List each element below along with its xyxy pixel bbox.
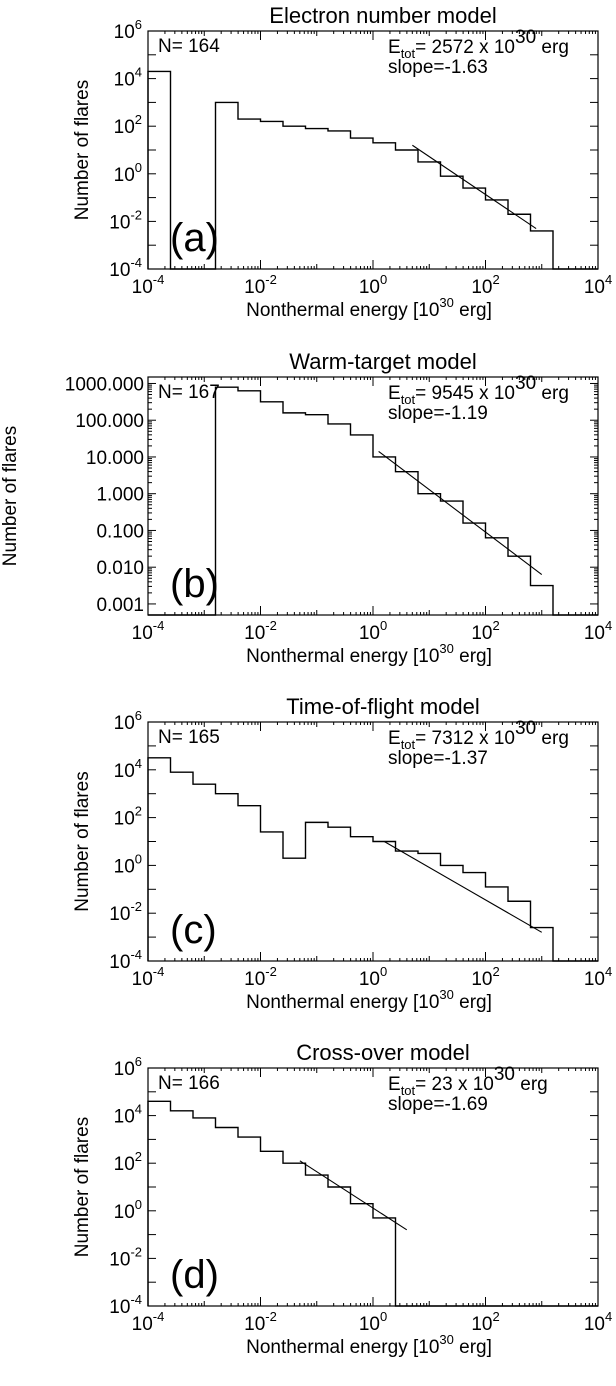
y-tick-label: 0.100: [96, 521, 144, 542]
panel-d: Cross-over model 10-4 10-2 100 102 104 10-4 10-…: [72, 1040, 612, 1358]
chart-title: Electron number model: [269, 3, 496, 28]
histogram-series: [148, 386, 598, 616]
y-tick-label: 102: [114, 804, 142, 830]
y-tick-label: 0.010: [96, 558, 144, 579]
y-axis-label: Number of flares: [72, 771, 93, 911]
x-tick-label: 10-4: [132, 272, 165, 298]
x-axis-label: Nonthermal energy [1030 erg]: [246, 641, 492, 667]
etot-label: Etot= 7312 x 1030 erg: [388, 718, 569, 752]
histogram-series: [147, 1100, 598, 1307]
y-tick-label: 100: [114, 851, 142, 877]
y-tick-label: 104: [114, 65, 142, 91]
panel-letter: (d): [170, 1253, 219, 1297]
n-label: N= 165: [158, 727, 220, 748]
powerlaw-fit-line: [299, 1160, 408, 1231]
histogram-series: [147, 757, 598, 962]
y-tick-label: 102: [114, 112, 142, 138]
panel-letter: (a): [170, 216, 219, 260]
x-tick-label: 100: [359, 618, 387, 644]
x-axis-label: Nonthermal energy [1030 erg]: [246, 295, 492, 321]
powerlaw-fit-line: [412, 144, 537, 229]
x-tick-label: 10-4: [132, 1309, 165, 1335]
x-tick-label: 102: [471, 1309, 499, 1335]
y-tick-label: 106: [114, 1054, 142, 1080]
etot-label: Etot= 2572 x 1030 erg: [388, 27, 569, 61]
x-tick-label: 104: [584, 272, 612, 298]
x-tick-label: 10-2: [244, 272, 277, 298]
y-tick-label: 10-4: [109, 947, 142, 973]
x-tick-label: 104: [584, 1309, 612, 1335]
n-label: N= 166: [158, 1073, 220, 1094]
x-tick-label: 10-4: [132, 964, 165, 990]
y-tick-label: 106: [114, 17, 142, 43]
slope-label: slope=-1.69: [388, 1094, 488, 1115]
x-axis-label: Nonthermal energy [1030 erg]: [246, 1332, 492, 1358]
x-tick-label: 10-2: [244, 964, 277, 990]
panel-a: Electron number model 10-4 10-2 100 102 104 10…: [72, 3, 612, 321]
y-tick-label: 104: [114, 1102, 142, 1128]
y-tick-label: 10-4: [109, 1292, 142, 1318]
x-tick-label: 100: [359, 964, 387, 990]
panel-b: Warm-target model 10-4 10-2 100 102 104 0.001 0…: [0, 349, 612, 667]
slope-label: slope=-1.63: [388, 57, 488, 78]
y-tick-label: 10-4: [109, 255, 142, 281]
slope-label: slope=-1.19: [388, 403, 488, 424]
x-tick-label: 102: [471, 618, 499, 644]
x-tick-label: 102: [471, 964, 499, 990]
etot-label: Etot= 23 x 1030 erg: [388, 1064, 548, 1098]
x-tick-label: 10-4: [132, 618, 165, 644]
y-tick-label: 102: [114, 1149, 142, 1175]
y-tick-label: 1.000: [96, 485, 144, 506]
y-tick-label: 1000.000: [65, 374, 144, 395]
y-axis-label: Number of flares: [72, 1117, 93, 1257]
y-tick-label: 10.000: [86, 448, 144, 469]
panel-letter: (c): [170, 908, 217, 952]
x-tick-label: 100: [359, 272, 387, 298]
x-tick-label: 104: [584, 964, 612, 990]
y-tick-label: 10-2: [109, 1244, 142, 1270]
panel-letter: (b): [170, 562, 219, 606]
x-tick-label: 100: [359, 1309, 387, 1335]
powerlaw-fit-line: [383, 841, 543, 933]
x-tick-label: 102: [471, 272, 499, 298]
slope-label: slope=-1.37: [388, 748, 488, 769]
n-label: N= 164: [158, 36, 220, 57]
y-tick-label: 104: [114, 756, 142, 782]
powerlaw-fit-line: [378, 451, 543, 575]
y-tick-label: 100: [114, 160, 142, 186]
y-axis-label: Number of flares: [72, 80, 93, 220]
x-axis-label: Nonthermal energy [1030 erg]: [246, 987, 492, 1013]
chart-title: Warm-target model: [289, 349, 476, 374]
n-label: N= 167: [158, 382, 220, 403]
y-tick-label: 10-2: [109, 207, 142, 233]
y-axis-label: Number of flares: [0, 426, 21, 566]
etot-label: Etot= 9545 x 1030 erg: [388, 373, 569, 407]
panel-c: Time-of-flight model 10-4 10-2 100 102 104 10-…: [72, 694, 612, 1013]
x-tick-label: 10-2: [244, 618, 277, 644]
y-tick-label: 0.001: [96, 595, 144, 616]
chart-title: Cross-over model: [296, 1040, 470, 1065]
y-tick-label: 106: [114, 708, 142, 734]
x-tick-label: 10-2: [244, 1309, 277, 1335]
x-tick-label: 104: [584, 618, 612, 644]
chart-title: Time-of-flight model: [286, 694, 480, 719]
y-tick-label: 100: [114, 1197, 142, 1223]
y-tick-label: 100.000: [75, 411, 144, 432]
y-tick-label: 10-2: [109, 899, 142, 925]
